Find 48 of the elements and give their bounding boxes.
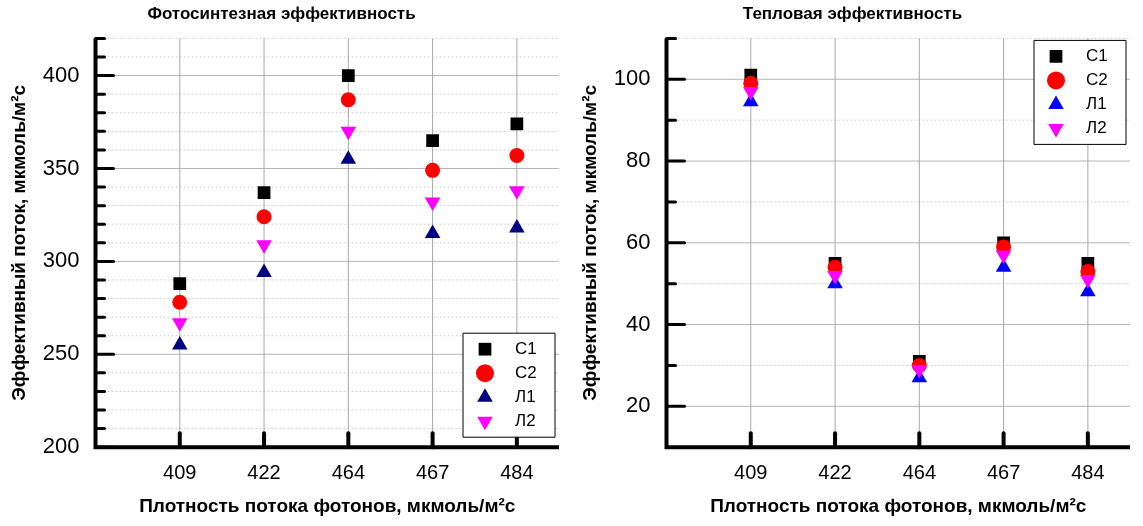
chart-title: Тепловая эффективность bbox=[742, 3, 963, 23]
x-tick-label: 484 bbox=[1071, 460, 1105, 483]
legend-label: Л2 bbox=[1086, 118, 1107, 138]
y-axis-title: Эффективный поток, мкмоль/м²с bbox=[578, 84, 600, 401]
y-tick-label: 40 bbox=[626, 310, 651, 336]
point bbox=[171, 336, 188, 350]
x-tick-label: 464 bbox=[902, 460, 937, 483]
point bbox=[509, 147, 525, 163]
point bbox=[256, 263, 272, 278]
y-tick-label: 400 bbox=[42, 61, 80, 87]
point bbox=[426, 134, 439, 147]
y-tick-label: 80 bbox=[626, 147, 651, 173]
point bbox=[425, 162, 441, 178]
legend-label: Л1 bbox=[1086, 94, 1107, 114]
point bbox=[424, 224, 441, 239]
chart-title: Фотосинтезная эффективность bbox=[147, 3, 416, 23]
point bbox=[173, 277, 187, 291]
y-tick-label: 200 bbox=[42, 433, 80, 459]
x-axis-title: Плотность потока фотонов, мкмоль/м²с bbox=[710, 494, 1087, 516]
y-tick-label: 250 bbox=[42, 340, 80, 366]
point bbox=[340, 92, 356, 108]
x-axis-title: Плотность потока фотонов, мкмоль/м²с bbox=[139, 494, 516, 516]
legend-label: Л2 bbox=[515, 410, 536, 430]
y-tick-label: 100 bbox=[613, 65, 651, 91]
legend-label: С1 bbox=[515, 338, 537, 358]
y-tick-label: 300 bbox=[42, 247, 80, 273]
legend-label: С2 bbox=[515, 362, 537, 382]
y-axis-title: Эффективный поток, мкмоль/м²с bbox=[7, 84, 29, 401]
x-tick-label: 467 bbox=[986, 460, 1021, 483]
x-tick-label: 409 bbox=[734, 460, 768, 483]
x-tick-label: 467 bbox=[415, 460, 450, 483]
point bbox=[257, 186, 271, 199]
point bbox=[256, 209, 272, 225]
legend-label: Л1 bbox=[515, 386, 536, 406]
point bbox=[340, 150, 357, 164]
x-tick-label: 409 bbox=[163, 460, 197, 483]
y-tick-label: 60 bbox=[626, 228, 651, 254]
point bbox=[509, 218, 525, 233]
y-tick-label: 20 bbox=[626, 392, 651, 418]
x-tick-label: 422 bbox=[818, 460, 852, 483]
x-tick-label: 464 bbox=[331, 460, 366, 483]
x-tick-label: 422 bbox=[247, 460, 281, 483]
y-tick-label: 350 bbox=[42, 154, 80, 180]
point bbox=[172, 294, 188, 310]
legend-label: С2 bbox=[1086, 70, 1108, 90]
x-tick-label: 484 bbox=[500, 460, 534, 483]
point bbox=[341, 69, 355, 82]
legend-label: С1 bbox=[1086, 46, 1108, 66]
